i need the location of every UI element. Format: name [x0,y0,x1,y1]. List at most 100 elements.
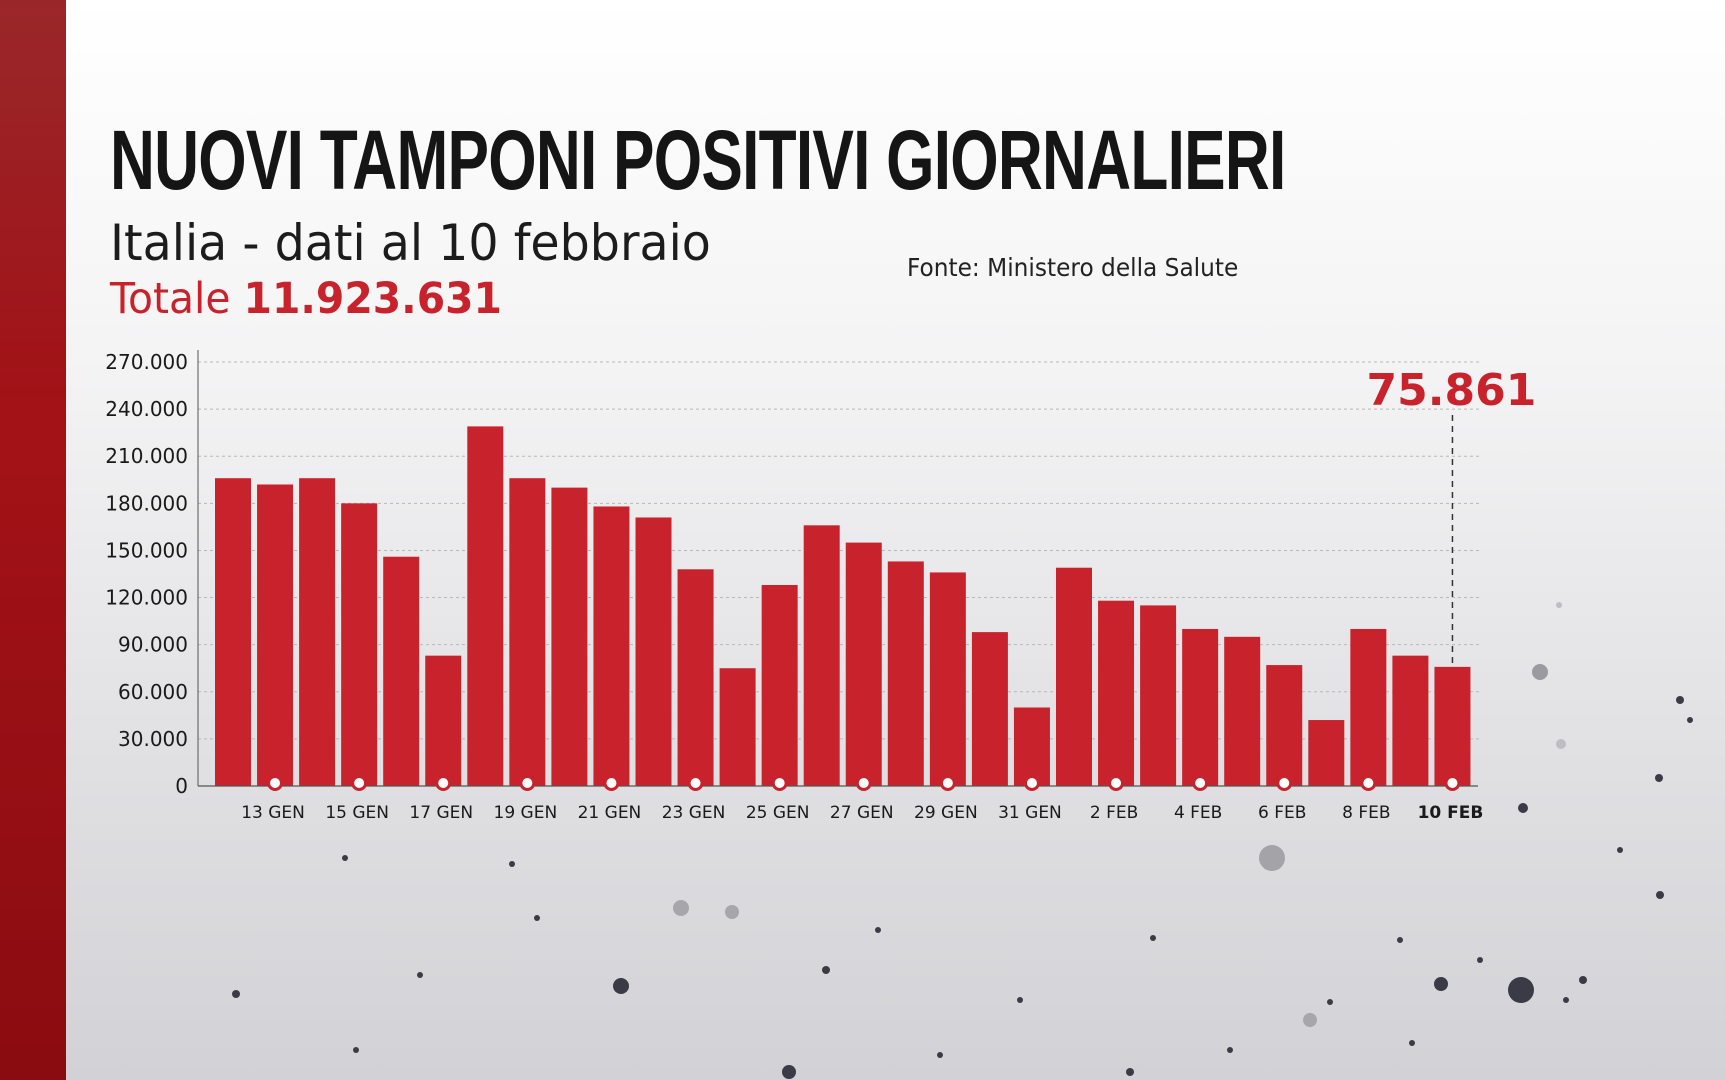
y-tick-label: 180.000 [105,491,188,515]
bar-12-gen: 12 GEN: 196000 [215,478,251,786]
background-dot [1227,1047,1233,1053]
background-dot [353,1047,359,1053]
y-axis-tick-labels: 0 30.000 60.000 90.000 120.000 150.000 180.000… [105,350,188,798]
x-tick-marker [771,775,788,791]
background-dot [1017,997,1023,1003]
background-dots [232,602,1693,1079]
background-dot [1563,997,1569,1003]
y-tick-label: 90.000 [118,633,188,657]
background-dot [822,966,830,974]
highlight-callout: 75.861 [1367,365,1537,667]
bar-28-gen: 28 GEN: 143000 [887,561,924,786]
y-tick-label: 210.000 [105,444,188,468]
y-tick-label: 30.000 [118,727,188,751]
x-tick-label: 10 FEB [1418,803,1484,823]
x-tick-label: 31 GEN [998,803,1062,823]
background-dot [1676,696,1684,704]
background-dot [613,978,629,994]
bar-16-gen: 16 GEN: 146000 [383,556,420,786]
bar-8-feb: 8 FEB: 100000 [1350,628,1387,786]
x-tick-marker [267,775,284,791]
y-tick-label: 240.000 [105,397,188,421]
bar-2-feb: 2 FEB: 118000 [1098,600,1135,786]
y-tick-label: 150.000 [105,538,188,562]
background-dot [1656,891,1664,899]
x-tick-label: 25 GEN [746,803,810,823]
bar-30-gen: 30 GEN: 98000 [971,632,1008,786]
x-tick-label: 13 GEN [241,803,305,823]
x-tick-label: 29 GEN [914,803,978,823]
chart-bars: 12 GEN: 19600013 GEN: 19200014 GEN: 1960… [215,426,1471,786]
bar-27-gen: 27 GEN: 155000 [845,542,882,786]
background-dot [1434,977,1448,991]
background-dot [1518,803,1528,813]
background-dot [342,855,348,861]
background-dot [1617,847,1623,853]
bar-5-feb: 5 FEB: 95000 [1224,636,1261,786]
bar-9-feb: 9 FEB: 83000 [1392,655,1429,786]
x-tick-label: 4 FEB [1174,803,1222,823]
x-tick-label: 6 FEB [1258,803,1306,823]
background-dot [509,861,515,867]
x-tick-marker [1192,775,1209,791]
side-accent-bar [0,0,66,1080]
bar-1-feb: 1 FEB: 139000 [1056,567,1092,786]
x-tick-marker [1108,775,1125,791]
bar-20-gen: 20 GEN: 190000 [551,487,588,786]
x-tick-label: 2 FEB [1090,803,1138,823]
background-dot [534,915,540,921]
chart-subtitle: Italia - dati al 10 febbraio [110,214,711,272]
bar-3-feb: 3 FEB: 115000 [1140,605,1177,786]
x-tick-label: 19 GEN [494,803,558,823]
x-tick-marker [1276,775,1293,791]
background-dot [725,905,739,919]
x-tick-label: 27 GEN [830,803,894,823]
x-tick-marker [939,775,956,791]
x-tick-label: 23 GEN [662,803,726,823]
background-dot [1508,977,1534,1003]
bar-29-gen: 29 GEN: 136000 [929,572,966,786]
x-tick-marker [1360,775,1377,791]
bar-22-gen: 22 GEN: 171000 [635,517,672,786]
chart-axes [197,350,1478,787]
total-value: 11.923.631 [243,274,502,324]
data-source: Fonte: Ministero della Salute [907,253,1239,282]
bar-7-feb: 7 FEB: 42000 [1308,720,1345,786]
x-tick-label: 15 GEN [325,803,389,823]
x-axis-tick-labels: 13 GEN 15 GEN 17 GEN 19 GEN 21 GEN 23 GEN 25 G… [241,803,1483,823]
background-dot [1556,602,1562,608]
background-dot [1687,717,1693,723]
callout-value: 75.861 [1367,365,1537,416]
background-dot [782,1065,796,1079]
background-dot [1303,1013,1317,1027]
background-dot [1126,1068,1134,1076]
x-tick-marker [603,775,620,791]
x-tick-marker [687,775,704,791]
y-tick-label: 60.000 [118,680,188,704]
bar-17-gen: 17 GEN: 83000 [425,655,462,786]
y-tick-label: 0 [175,774,188,798]
bar-18-gen: 18 GEN: 229000 [467,426,504,786]
x-tick-marker [1444,775,1461,791]
total-label: Totale [110,274,231,324]
bar-15-gen: 15 GEN: 180000 [341,503,378,786]
bar-13-gen: 13 GEN: 192000 [257,484,294,786]
chart-title: NUOVI TAMPONI POSITIVI GIORNALIERI [110,113,1286,207]
x-tick-marker [1023,775,1040,791]
bar-14-gen: 14 GEN: 196000 [299,478,336,786]
total-line: Totale 11.923.631 [110,278,502,321]
background-dot [673,900,689,916]
bar-4-feb: 4 FEB: 100000 [1182,628,1219,786]
x-tick-marker [435,775,452,791]
background-dot [1532,664,1548,680]
x-tick-marker [855,775,872,791]
bar-25-gen: 25 GEN: 128000 [761,584,798,786]
background-dot [232,990,240,998]
x-tick-label: 17 GEN [409,803,473,823]
bar-23-gen: 23 GEN: 138000 [677,569,714,786]
x-tick-label: 21 GEN [578,803,642,823]
background-dot [937,1052,943,1058]
background-dot [1556,739,1566,749]
background-dot [1397,937,1403,943]
x-tick-marker [351,775,368,791]
